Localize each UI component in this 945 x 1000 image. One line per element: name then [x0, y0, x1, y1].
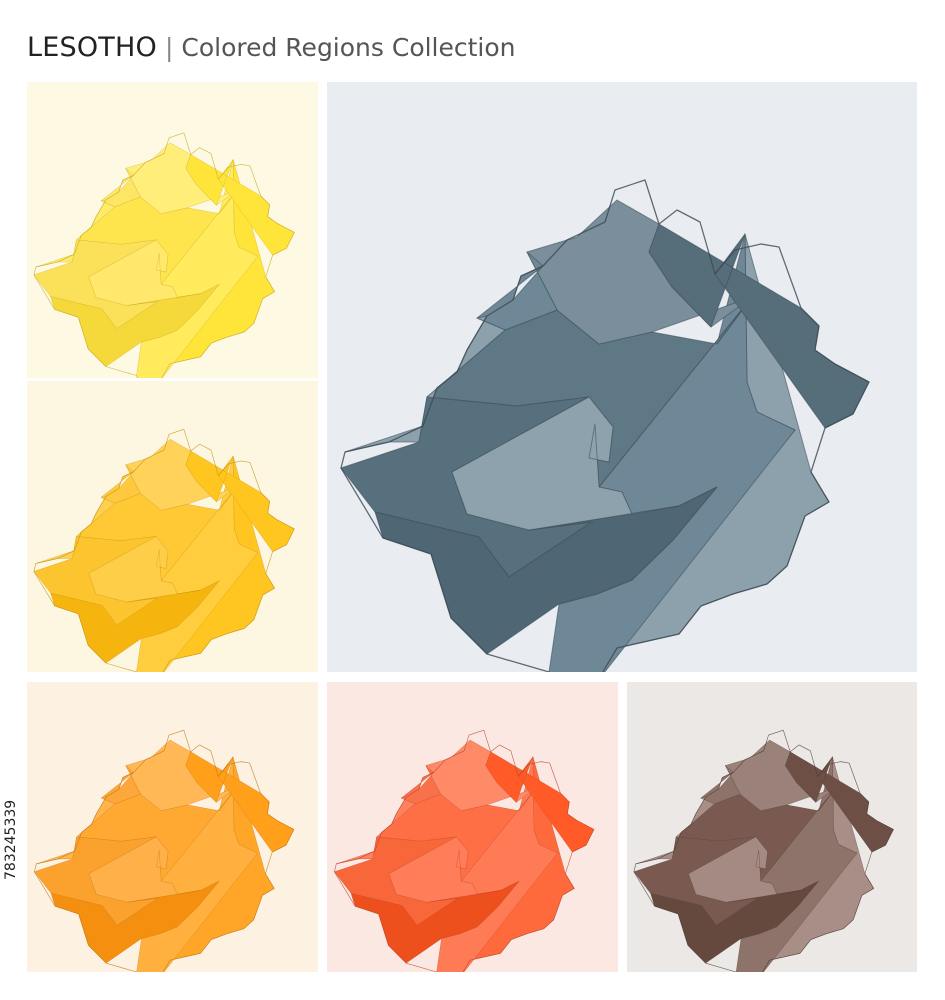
district-region: [50, 580, 220, 664]
district-region: [451, 396, 680, 531]
country-outline: [340, 179, 870, 672]
district-region: [350, 880, 520, 964]
district-region: [88, 536, 201, 603]
lesotho-map-brown: [633, 729, 894, 972]
lesotho-map-amber: [33, 429, 295, 672]
country-outline: [33, 429, 295, 672]
district-region: [88, 836, 201, 903]
country-outline: [633, 729, 894, 972]
map-panel-coral: [327, 682, 618, 972]
map-panel-brown: [627, 682, 917, 972]
map-panel-yellow: [27, 82, 318, 378]
page-title: LESOTHO | Colored Regions Collection: [27, 26, 516, 68]
country-outline: [334, 729, 595, 972]
lesotho-map-yellow: [33, 132, 295, 378]
country-outline: [33, 132, 295, 378]
map-panel-amber: [27, 381, 318, 672]
title-subtitle: Colored Regions Collection: [181, 32, 516, 62]
district-region: [374, 486, 718, 655]
lesotho-map-steel: [340, 179, 870, 672]
district-region: [650, 880, 819, 964]
country-outline: [34, 729, 295, 972]
title-country: LESOTHO: [27, 31, 157, 63]
title-separator: |: [164, 32, 174, 62]
district-region: [688, 836, 801, 903]
district-region: [50, 880, 220, 964]
stock-id-label: 783245339: [3, 799, 19, 880]
district-region: [388, 836, 501, 903]
map-panel-orange: [27, 682, 318, 972]
district-region: [88, 239, 201, 306]
lesotho-map-orange: [34, 729, 295, 972]
district-region: [50, 284, 220, 367]
lesotho-map-coral: [334, 729, 595, 972]
map-panel-steel: [327, 82, 917, 672]
